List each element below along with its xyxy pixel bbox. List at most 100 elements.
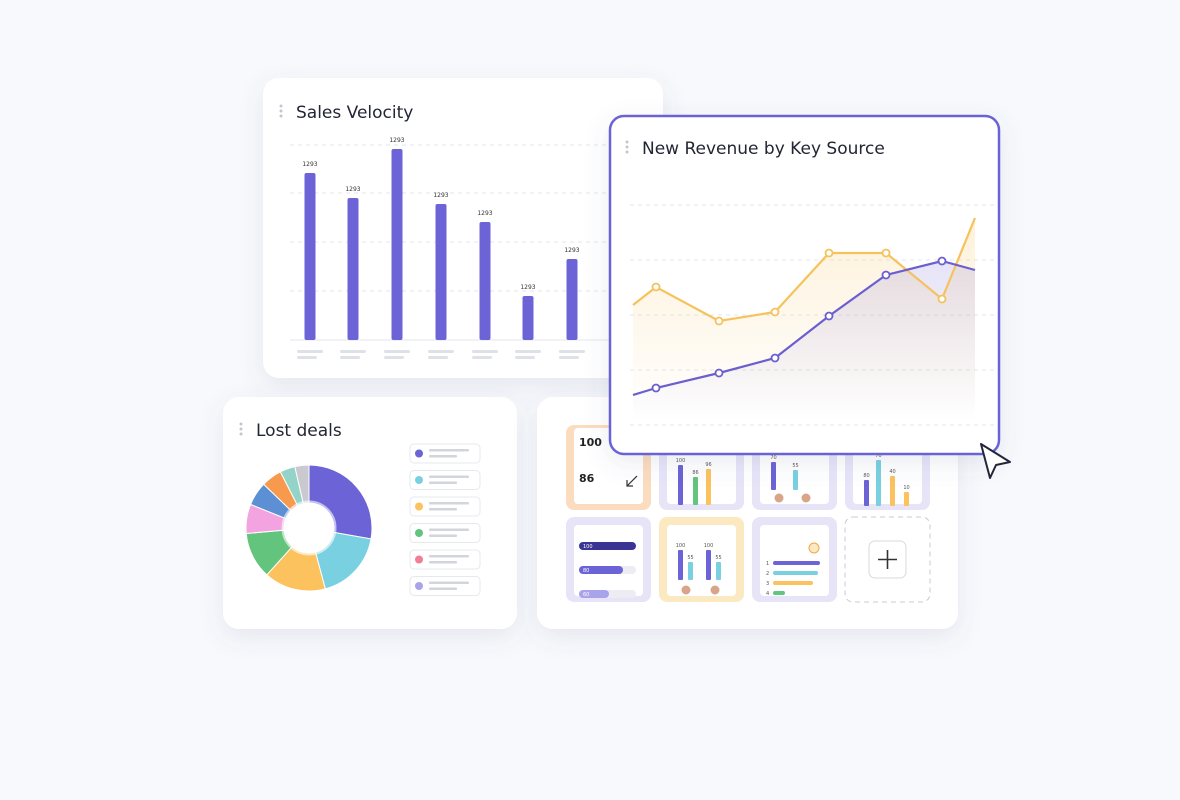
point bbox=[651, 383, 661, 393]
axis-placeholder bbox=[340, 356, 360, 359]
legend-dot bbox=[415, 449, 423, 458]
line bbox=[632, 259, 976, 397]
legend-dot bbox=[415, 555, 423, 564]
legend-line bbox=[429, 528, 469, 531]
legend-item bbox=[409, 549, 481, 570]
mini-label: 96 bbox=[705, 462, 711, 468]
point bbox=[881, 270, 891, 280]
list-index: 2 bbox=[766, 571, 769, 577]
legend-item bbox=[409, 443, 481, 464]
bar bbox=[522, 296, 534, 340]
tile-inner bbox=[574, 525, 643, 596]
legend-line bbox=[429, 587, 457, 590]
progress-bar bbox=[579, 590, 609, 598]
revenue-card[interactable]: New Revenue by Key Source bbox=[608, 114, 1001, 456]
legend-item bbox=[409, 470, 481, 490]
axis-placeholder bbox=[428, 350, 454, 353]
list-bar bbox=[773, 591, 785, 595]
bar bbox=[566, 259, 578, 340]
progress-bar bbox=[579, 542, 636, 550]
legend-line bbox=[429, 555, 469, 558]
bar bbox=[479, 222, 491, 340]
mini-bar bbox=[688, 562, 693, 580]
mini-bar bbox=[793, 470, 798, 490]
point bbox=[770, 307, 780, 317]
list-bar bbox=[773, 561, 820, 565]
mini-bar bbox=[716, 562, 721, 580]
axis-placeholder bbox=[559, 356, 579, 359]
point bbox=[824, 311, 834, 321]
axis-placeholder bbox=[472, 356, 492, 359]
mini-label: 100 bbox=[704, 543, 714, 549]
progress-label: 80 bbox=[583, 568, 589, 574]
plus-icon bbox=[878, 550, 897, 569]
legend-line bbox=[429, 534, 457, 537]
avatar bbox=[680, 584, 692, 596]
line bbox=[632, 217, 977, 323]
axis-placeholder bbox=[428, 356, 448, 359]
tile-inner bbox=[667, 525, 736, 596]
legend-line bbox=[429, 508, 457, 511]
legend-item bbox=[409, 576, 481, 596]
mini-label: 40 bbox=[889, 469, 895, 475]
legend-dot bbox=[415, 529, 423, 537]
drag-handle bbox=[279, 104, 283, 118]
progress-bar bbox=[579, 566, 623, 574]
point bbox=[937, 256, 947, 266]
drag-handle bbox=[625, 140, 629, 154]
mini-bar bbox=[890, 476, 895, 506]
progress-label: 100 bbox=[583, 544, 593, 550]
bar-label: 1293 bbox=[345, 186, 360, 193]
axis-placeholder bbox=[340, 350, 366, 353]
mini-label: 70 bbox=[770, 455, 776, 461]
mini-label: 86 bbox=[692, 470, 698, 476]
legend-line bbox=[429, 449, 469, 452]
badge bbox=[808, 542, 820, 554]
mini-label: 10 bbox=[903, 485, 909, 491]
axis-placeholder bbox=[515, 350, 541, 353]
bar-label: 1293 bbox=[564, 247, 579, 254]
point bbox=[937, 294, 947, 304]
point bbox=[714, 368, 724, 378]
tile-inner bbox=[760, 525, 829, 596]
mini-label: 70 bbox=[875, 453, 881, 459]
mini-label: 100 bbox=[676, 458, 686, 464]
bar bbox=[391, 149, 403, 340]
lost-deals-card[interactable]: Lost deals bbox=[223, 397, 517, 629]
point bbox=[714, 316, 724, 326]
mini-bar bbox=[771, 462, 776, 490]
point bbox=[770, 353, 780, 363]
mini-label: 55 bbox=[687, 555, 693, 561]
sales-velocity-card[interactable]: Sales Velocity 1293 1293 1293 1293 1293 1293 1… bbox=[263, 78, 663, 378]
axis-placeholder bbox=[384, 350, 410, 353]
legend-line bbox=[429, 502, 469, 505]
axis-placeholder bbox=[515, 356, 535, 359]
arrow-icon bbox=[626, 475, 638, 487]
mini-bar bbox=[876, 460, 881, 506]
mini-bar bbox=[678, 465, 683, 505]
avatar bbox=[800, 492, 812, 504]
card-title: Sales Velocity bbox=[296, 103, 413, 123]
axis-placeholder bbox=[384, 356, 404, 359]
legend-item bbox=[409, 496, 481, 517]
mini-label: 55 bbox=[792, 463, 798, 469]
bar bbox=[347, 198, 359, 340]
mini-label: 55 bbox=[715, 555, 721, 561]
legend-line bbox=[429, 581, 469, 584]
donut-ring bbox=[281, 500, 337, 556]
bar-label: 1293 bbox=[302, 161, 317, 168]
legend-dot bbox=[415, 476, 423, 484]
legend-line bbox=[429, 475, 469, 478]
list-bar bbox=[773, 571, 818, 575]
mini-bar bbox=[864, 480, 869, 506]
mini-bar bbox=[706, 469, 711, 505]
legend-line bbox=[429, 455, 457, 458]
mouse-cursor bbox=[980, 443, 1011, 479]
card-bg bbox=[263, 78, 663, 378]
mini-label: 100 bbox=[676, 543, 686, 549]
progress-label: 60 bbox=[583, 592, 589, 598]
mini-bar bbox=[904, 492, 909, 506]
